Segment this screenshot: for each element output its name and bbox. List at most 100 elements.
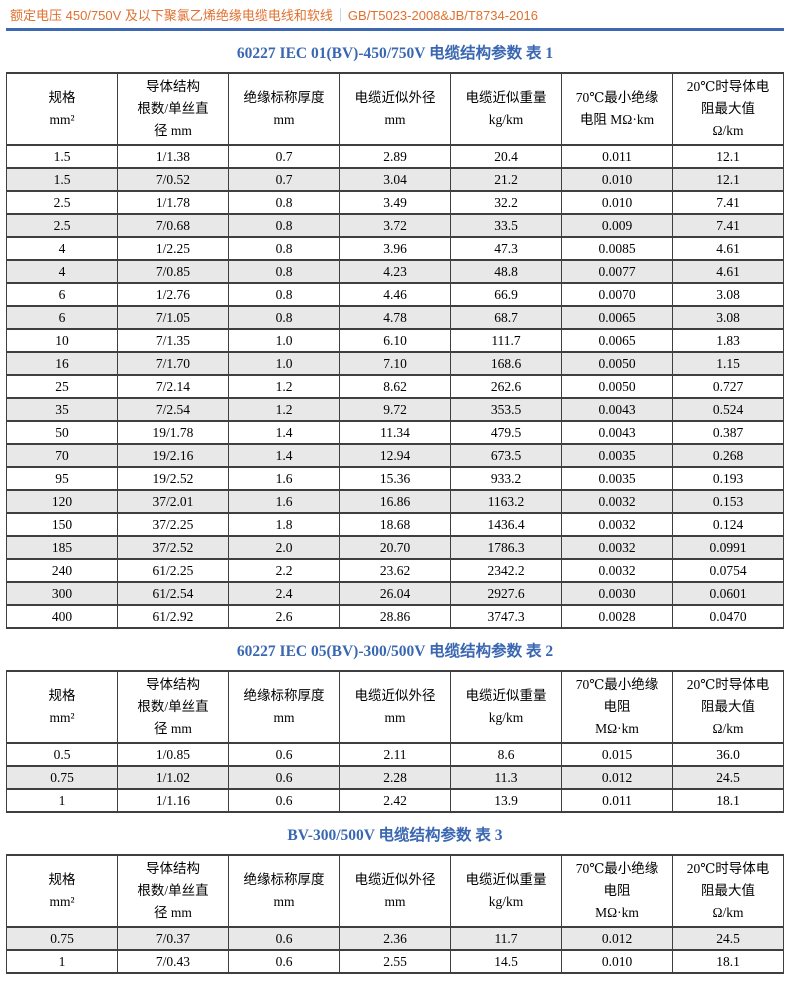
table-cell: 12.1 [672,144,784,169]
table-cell: 0.0991 [672,535,784,560]
column-header: 70℃最小绝缘 电阻 MΩ·km [561,670,673,744]
table-cell: 4.23 [339,259,451,284]
table-cell: 0.012 [561,926,673,951]
table-cell: 0.0032 [561,535,673,560]
table-cell: 95 [6,466,118,491]
table-cell: 0.6 [228,788,340,813]
table-cell: 32.2 [450,190,562,215]
spec-table: 规格 mm² 导体结构 根数/单丝直径 mm 绝缘标称厚度 mm 电缆近似外径 mm 电缆近似重… [6,854,784,974]
column-header: 20℃时导体电 阻最大值 Ω/km [672,670,784,744]
table-cell: 2.55 [339,949,451,974]
table-cell: 4.78 [339,305,451,330]
column-header-line: 电缆近似重量 [465,687,547,703]
table-cell: 0.268 [672,443,784,468]
table-cell: 0.0754 [672,558,784,583]
table-cell: 8.62 [339,374,451,399]
table-cell: 21.2 [450,167,562,192]
table-cell: 0.6 [228,926,340,951]
table-cell: 11.7 [450,926,562,951]
table-row: 6 1/2.76 0.8 4.46 66.9 0.0070 3.08 [6,282,784,307]
column-header-line: 电缆近似重量 [465,871,547,887]
column-header-line: 电缆近似重量 [465,89,547,105]
table-cell: 19/1.78 [117,420,229,445]
column-header-line: 20℃时导体电 [686,78,770,94]
table-cell: 4 [6,259,118,284]
table-cell: 3.96 [339,236,451,261]
table-cell: 2342.2 [450,558,562,583]
table-cell: 0.0470 [672,604,784,629]
table-cell: 0.0070 [561,282,673,307]
column-header-line: 导体结构 [146,78,200,94]
table-cell: 2.6 [228,604,340,629]
table-row: 240 61/2.25 2.2 23.62 2342.2 0.0032 0.0754 [6,558,784,583]
column-header-line: mm [273,894,295,909]
column-header-line: 根数/单丝直 [137,882,209,898]
table-cell: 0.6 [228,742,340,767]
table-cell: 18.1 [672,788,784,813]
table-cell: 3747.3 [450,604,562,629]
table-cell: 0.8 [228,236,340,261]
table-cell: 19/2.52 [117,466,229,491]
column-header-line: 绝缘标称厚度 [243,687,325,703]
table-cell: 0.8 [228,282,340,307]
table-cell: 7/2.54 [117,397,229,422]
table-cell: 1.15 [672,351,784,376]
table-cell: 0.6 [228,949,340,974]
table-cell: 1.2 [228,374,340,399]
table-cell: 0.0065 [561,305,673,330]
table-cell: 66.9 [450,282,562,307]
table-cell: 2.11 [339,742,451,767]
column-header-line: 规格 [48,871,76,887]
table-cell: 11.3 [450,765,562,790]
table-cell: 1.5 [6,167,118,192]
table-cell: 0.8 [228,190,340,215]
table-cell: 37/2.01 [117,489,229,514]
table-cell: 0.011 [561,144,673,169]
column-header-line: 电缆近似外径 [354,687,436,703]
column-header-line: 阻最大值 [701,882,755,898]
table-row: 0.5 1/0.85 0.6 2.11 8.6 0.015 36.0 [6,742,784,767]
table-row: 95 19/2.52 1.6 15.36 933.2 0.0035 0.193 [6,466,784,491]
table-cell: 13.9 [450,788,562,813]
table-header-row: 规格 mm² 导体结构 根数/单丝直径 mm 绝缘标称厚度 mm 电缆近似外径 mm 电缆近似重… [6,72,784,146]
table-cell: 23.62 [339,558,451,583]
column-header-line: mm² [49,894,75,909]
table-cell: 479.5 [450,420,562,445]
column-header: 电缆近似外径 mm [339,670,451,744]
table-cell: 120 [6,489,118,514]
column-header-line: 导体结构 [146,676,200,692]
table-cell: 1436.4 [450,512,562,537]
column-header-line: 根数/单丝直 [137,100,209,116]
table-cell: 1.6 [228,466,340,491]
spec-table: 规格 mm² 导体结构 根数/单丝直径 mm 绝缘标称厚度 mm 电缆近似外径 mm 电缆近似重… [6,670,784,813]
table-cell: 0.524 [672,397,784,422]
table-cell: 3.49 [339,190,451,215]
column-header-line: mm [273,112,295,127]
table-cell: 37/2.52 [117,535,229,560]
table-cell: 0.0077 [561,259,673,284]
table-cell: 0.0035 [561,466,673,491]
column-header-line: Ω/km [712,905,744,921]
table-cell: 2.5 [6,213,118,238]
header-standard-code: GB/T5023-2008&JB/T8734-2016 [347,8,538,23]
table-title: 60227 IEC 05(BV)-300/500V 电缆结构参数 表 2 [236,643,554,660]
column-header-line: MΩ·km [595,905,639,921]
table-cell: 0.0043 [561,420,673,445]
column-header: 规格 mm² [6,670,118,744]
table-cell: 7/1.35 [117,328,229,353]
table-cell: 7/1.70 [117,351,229,376]
table-cell: 0.010 [561,949,673,974]
table-cell: 0.0032 [561,558,673,583]
table-cell: 0.0030 [561,581,673,606]
table-cell: 10 [6,328,118,353]
table-cell: 47.3 [450,236,562,261]
table-cell: 16.86 [339,489,451,514]
table-cell: 25 [6,374,118,399]
table-cell: 33.5 [450,213,562,238]
column-header: 70℃最小绝缘 电阻 MΩ·km [561,72,673,146]
table-cell: 1 [6,949,118,974]
column-header: 70℃最小绝缘 电阻 MΩ·km [561,854,673,928]
table-cell: 0.75 [6,765,118,790]
table-section: 60227 IEC 05(BV)-300/500V 电缆结构参数 表 2 规格 m… [6,639,784,813]
table-cell: 1/1.16 [117,788,229,813]
